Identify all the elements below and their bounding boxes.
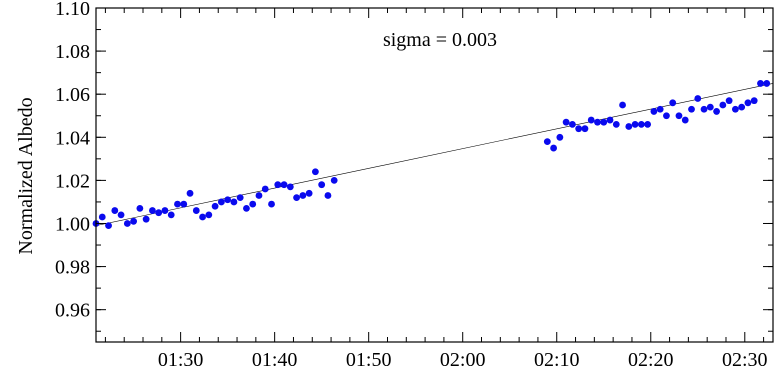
- data-point: [217, 198, 225, 206]
- data-point: [600, 118, 608, 126]
- data-point: [681, 116, 689, 124]
- data-point: [130, 217, 138, 225]
- data-point: [155, 209, 163, 217]
- data-point: [224, 196, 232, 204]
- data-point: [312, 168, 319, 176]
- data-point: [149, 207, 156, 214]
- data-point: [594, 118, 601, 126]
- data-point: [199, 213, 206, 221]
- data-point: [261, 185, 269, 193]
- data-point: [180, 200, 188, 208]
- y-tick-label: 1.10: [55, 0, 90, 20]
- data-point: [205, 211, 213, 219]
- data-point: [236, 194, 244, 202]
- data-point: [556, 133, 564, 141]
- y-tick-label: 1.02: [55, 170, 90, 192]
- y-tick-label: 0.98: [55, 257, 90, 279]
- data-point: [644, 120, 652, 128]
- y-axis-ticks: 0.96 0.98 1.00 1.02 1.04 1.06 1.08 1.10: [55, 0, 773, 332]
- data-point: [186, 189, 194, 197]
- data-point: [243, 205, 250, 212]
- data-point: [675, 112, 683, 120]
- data-point: [230, 198, 238, 206]
- data-point: [700, 105, 708, 113]
- data-point: [763, 80, 771, 87]
- x-tick-label: 02:20: [628, 349, 674, 371]
- data-point: [286, 183, 294, 191]
- data-point: [293, 194, 300, 202]
- y-tick-label: 1.04: [55, 127, 90, 149]
- x-tick-label: 01:30: [158, 349, 204, 371]
- x-tick-label: 01:50: [346, 349, 392, 371]
- data-point: [575, 125, 583, 133]
- data-point: [631, 120, 639, 128]
- data-point: [619, 101, 626, 109]
- data-point: [274, 181, 282, 189]
- data-point: [543, 138, 551, 146]
- data-point: [719, 101, 727, 109]
- data-point: [694, 95, 702, 102]
- data-point: [111, 207, 119, 214]
- data-point: [318, 181, 326, 189]
- data-point: [757, 80, 764, 87]
- data-point: [167, 211, 175, 219]
- data-point: [174, 200, 181, 208]
- data-point: [136, 205, 144, 212]
- plot-frame: [95, 7, 774, 343]
- data-point: [750, 97, 758, 105]
- data-point: [255, 192, 263, 199]
- data-point: [161, 207, 169, 214]
- sigma-annotation: sigma = 0.003: [383, 29, 497, 51]
- data-point: [123, 220, 131, 227]
- data-point: [268, 200, 275, 208]
- y-tick-label: 0.96: [55, 300, 90, 322]
- data-point: [581, 125, 589, 133]
- data-point: [744, 99, 752, 107]
- x-tick-label: 02:00: [440, 349, 486, 371]
- data-point: [192, 207, 200, 214]
- data-point: [211, 202, 219, 210]
- data-point: [105, 222, 112, 230]
- data-points: [92, 80, 771, 230]
- data-point: [663, 112, 670, 120]
- x-axis-ticks: 01:30 01:40 01:50 02:00 02:10 02:20 02:30: [104, 8, 768, 371]
- data-point: [305, 189, 313, 197]
- data-point: [731, 105, 739, 113]
- data-point: [587, 116, 595, 124]
- data-point: [249, 200, 257, 208]
- y-tick-label: 1.08: [55, 41, 90, 63]
- data-point: [738, 103, 746, 111]
- data-point: [280, 181, 288, 189]
- data-point: [142, 215, 150, 223]
- data-point: [562, 118, 570, 126]
- data-point: [569, 120, 576, 128]
- data-point: [98, 213, 106, 221]
- y-axis-label: Normalized Albedo: [15, 97, 37, 254]
- data-point: [550, 144, 557, 152]
- data-point: [656, 105, 664, 113]
- data-point: [706, 103, 714, 111]
- x-tick-label: 01:40: [252, 349, 298, 371]
- data-point: [299, 192, 307, 199]
- data-point: [606, 116, 614, 124]
- data-point: [625, 123, 633, 130]
- data-point: [637, 120, 645, 128]
- data-point: [117, 211, 125, 219]
- y-tick-label: 1.00: [55, 213, 90, 235]
- x-tick-label: 02:10: [534, 349, 580, 371]
- data-point: [725, 97, 733, 105]
- data-point: [650, 108, 658, 115]
- data-point: [669, 99, 677, 107]
- data-point: [330, 176, 338, 184]
- data-point: [713, 108, 720, 115]
- data-point: [688, 105, 695, 113]
- data-point: [324, 192, 332, 199]
- x-tick-label: 02:30: [722, 349, 768, 371]
- data-point: [612, 120, 620, 128]
- y-tick-label: 1.06: [55, 84, 90, 106]
